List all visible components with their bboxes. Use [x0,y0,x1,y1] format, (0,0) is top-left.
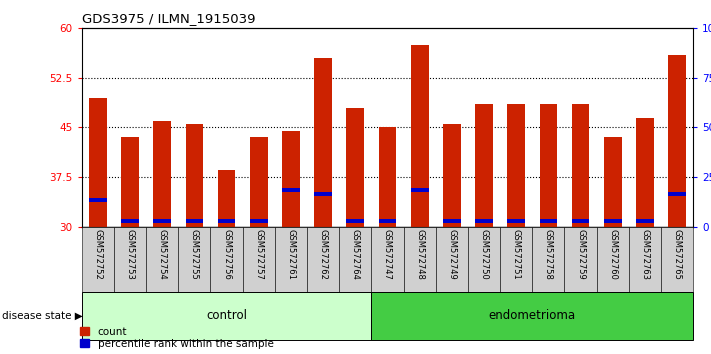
Bar [218,170,235,227]
Bar [604,219,621,223]
Text: GSM572747: GSM572747 [383,229,392,279]
Bar [629,227,661,292]
Bar [242,227,275,292]
Bar [89,198,107,202]
Text: GSM572748: GSM572748 [415,229,424,279]
Bar [275,227,307,292]
Bar [508,219,525,223]
Bar [411,45,429,227]
Text: GSM572759: GSM572759 [576,229,585,279]
Bar [250,137,267,227]
Bar [379,219,396,223]
Bar [371,292,693,340]
Bar [468,227,500,292]
Bar [82,292,371,340]
Bar [186,124,203,227]
Bar [379,127,396,227]
Bar [282,131,300,227]
Bar [572,104,589,227]
Bar [339,227,371,292]
Bar [250,219,267,223]
Text: GSM572758: GSM572758 [544,229,553,279]
Bar [82,227,114,292]
Bar [500,227,533,292]
Bar [404,227,436,292]
Text: GSM572756: GSM572756 [222,229,231,279]
Bar [475,104,493,227]
Bar [121,219,139,223]
Bar [636,118,654,227]
Text: GSM572750: GSM572750 [479,229,488,279]
Bar [668,192,686,195]
Text: GSM572757: GSM572757 [255,229,263,279]
Text: GDS3975 / ILMN_1915039: GDS3975 / ILMN_1915039 [82,12,255,25]
Bar [346,219,364,223]
Bar [146,227,178,292]
Text: GSM572760: GSM572760 [609,229,617,279]
Text: GSM572761: GSM572761 [287,229,296,279]
Bar [218,219,235,223]
Bar [604,137,621,227]
Legend: count, percentile rank within the sample: count, percentile rank within the sample [80,327,274,349]
Text: GSM572753: GSM572753 [126,229,134,279]
Bar [371,227,404,292]
Bar [661,227,693,292]
Text: GSM572765: GSM572765 [673,229,682,279]
Bar [436,227,468,292]
Bar [668,55,686,227]
Text: GSM572763: GSM572763 [641,229,649,280]
Text: control: control [206,309,247,322]
Text: disease state ▶: disease state ▶ [2,311,83,321]
Bar [475,219,493,223]
Bar [540,104,557,227]
Bar [210,227,242,292]
Bar [314,192,332,195]
Bar [565,227,597,292]
Bar [443,124,461,227]
Bar [89,98,107,227]
Text: GSM572762: GSM572762 [319,229,328,279]
Text: GSM572751: GSM572751 [512,229,520,279]
Bar [443,219,461,223]
Bar [636,219,654,223]
Bar [154,219,171,223]
Bar [540,219,557,223]
Bar [411,188,429,192]
Bar [154,121,171,227]
Bar [282,188,300,192]
Bar [307,227,339,292]
Bar [572,219,589,223]
Bar [186,219,203,223]
Bar [533,227,565,292]
Text: GSM572754: GSM572754 [158,229,166,279]
Bar [597,227,629,292]
Bar [178,227,210,292]
Text: GSM572749: GSM572749 [447,229,456,279]
Text: GSM572755: GSM572755 [190,229,199,279]
Text: endometrioma: endometrioma [488,309,576,322]
Bar [121,137,139,227]
Text: GSM572752: GSM572752 [93,229,102,279]
Text: GSM572764: GSM572764 [351,229,360,279]
Bar [508,104,525,227]
Bar [314,58,332,227]
Bar [114,227,146,292]
Bar [346,108,364,227]
